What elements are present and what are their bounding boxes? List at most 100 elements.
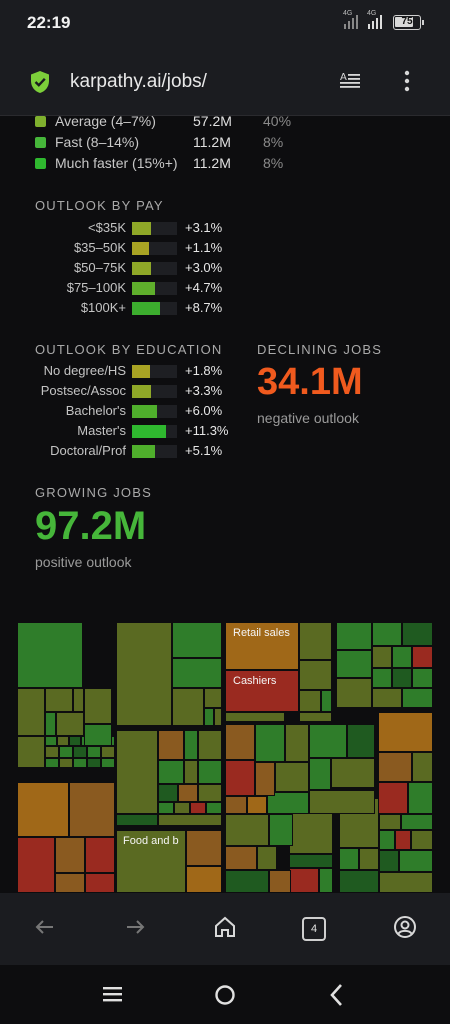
- treemap-cell[interactable]: [17, 736, 45, 768]
- treemap-cell[interactable]: [172, 658, 222, 688]
- treemap-cell[interactable]: [158, 802, 174, 814]
- treemap-cell[interactable]: [17, 688, 45, 736]
- treemap-cell[interactable]: [84, 688, 112, 724]
- treemap-cell[interactable]: [225, 760, 255, 796]
- back-chevron-icon[interactable]: [329, 983, 345, 1012]
- treemap-cell[interactable]: [116, 814, 158, 826]
- treemap-cell[interactable]: [392, 646, 412, 668]
- treemap-cell[interactable]: [17, 782, 69, 837]
- treemap-cell[interactable]: [186, 866, 222, 893]
- treemap-cell[interactable]: [85, 837, 115, 873]
- treemap-cell[interactable]: [158, 760, 184, 784]
- treemap-cell[interactable]: [225, 796, 247, 814]
- treemap-cell[interactable]: [184, 760, 198, 784]
- treemap-cell[interactable]: [45, 712, 56, 736]
- treemap-cell[interactable]: [299, 660, 332, 690]
- treemap-cell[interactable]: [158, 814, 222, 826]
- treemap-cell[interactable]: [73, 746, 87, 758]
- treemap-cell[interactable]: [59, 746, 73, 758]
- treemap-cell[interactable]: [45, 736, 57, 746]
- treemap-cell[interactable]: [198, 784, 222, 802]
- treemap-cell[interactable]: [399, 850, 433, 872]
- treemap-cell[interactable]: [395, 830, 411, 850]
- treemap-cell[interactable]: [299, 690, 321, 712]
- treemap-cell[interactable]: [57, 736, 69, 746]
- treemap-cell[interactable]: [269, 814, 293, 846]
- treemap-cell[interactable]: [204, 708, 214, 726]
- treemap-cell[interactable]: [347, 724, 375, 758]
- treemap-cell[interactable]: [225, 670, 299, 712]
- treemap-cell[interactable]: [372, 668, 392, 688]
- treemap-cell[interactable]: [401, 814, 433, 830]
- treemap-cell[interactable]: [73, 688, 84, 712]
- treemap-cell[interactable]: [289, 812, 333, 854]
- home-icon[interactable]: [213, 915, 237, 944]
- treemap-cell[interactable]: [225, 814, 269, 846]
- treemap-cell[interactable]: [378, 782, 408, 814]
- treemap-cell[interactable]: [225, 846, 257, 870]
- treemap-cell[interactable]: [45, 746, 59, 758]
- treemap-cell[interactable]: [204, 688, 222, 708]
- treemap-cell[interactable]: [214, 708, 222, 726]
- tab-count-button[interactable]: 4: [302, 917, 326, 941]
- treemap-cell[interactable]: [379, 830, 395, 850]
- treemap-cell[interactable]: [59, 758, 73, 768]
- treemap-cell[interactable]: [339, 848, 359, 870]
- treemap-cell[interactable]: [372, 622, 402, 646]
- treemap-cell[interactable]: [17, 622, 83, 688]
- treemap-cell[interactable]: [225, 724, 255, 760]
- treemap-cell[interactable]: [336, 678, 372, 708]
- treemap-cell[interactable]: [402, 622, 433, 646]
- treemap-cell[interactable]: [158, 784, 178, 802]
- treemap-cell[interactable]: [275, 762, 309, 792]
- treemap-cell[interactable]: [101, 758, 115, 768]
- treemap-cell[interactable]: [289, 854, 333, 868]
- treemap-cell[interactable]: [412, 752, 433, 782]
- treemap-cell[interactable]: [198, 730, 222, 760]
- treemap-cell[interactable]: [45, 758, 59, 768]
- treemap-cell[interactable]: [269, 870, 291, 893]
- treemap-cell[interactable]: [174, 802, 190, 814]
- treemap-cell[interactable]: [289, 868, 319, 893]
- treemap-cell[interactable]: [408, 782, 433, 814]
- treemap-cell[interactable]: [309, 724, 347, 758]
- treemap-cell[interactable]: [45, 688, 73, 712]
- recents-icon[interactable]: [103, 986, 123, 1007]
- treemap-cell[interactable]: [372, 688, 402, 708]
- treemap-cell[interactable]: [257, 846, 277, 870]
- treemap-cell[interactable]: [402, 688, 433, 708]
- treemap-cell[interactable]: [198, 760, 222, 784]
- treemap-cell[interactable]: [178, 784, 198, 802]
- treemap-cell[interactable]: [17, 837, 55, 893]
- address-bar[interactable]: karpathy.ai/jobs/: [70, 71, 207, 92]
- treemap-cell[interactable]: [172, 688, 204, 726]
- treemap-cell[interactable]: [392, 668, 412, 688]
- treemap-cell[interactable]: [186, 830, 222, 866]
- treemap-cell[interactable]: [206, 802, 222, 814]
- treemap-cell[interactable]: [331, 758, 375, 788]
- treemap-cell[interactable]: [101, 746, 115, 758]
- treemap-cell[interactable]: [247, 796, 267, 814]
- back-arrow-icon[interactable]: [33, 915, 57, 944]
- treemap-cell[interactable]: [158, 730, 184, 760]
- treemap-cell[interactable]: [412, 668, 433, 688]
- treemap-cell[interactable]: [319, 868, 333, 893]
- home-circle-icon[interactable]: [214, 984, 236, 1011]
- treemap-cell[interactable]: [321, 690, 332, 712]
- treemap-cell[interactable]: [378, 752, 412, 782]
- forward-arrow-icon[interactable]: [123, 915, 147, 944]
- treemap-cell[interactable]: [172, 622, 222, 658]
- treemap-cell[interactable]: [255, 724, 285, 762]
- treemap-cell[interactable]: [225, 712, 285, 722]
- jobs-treemap[interactable]: Retail sales Cashiers Food and b: [17, 622, 433, 893]
- treemap-cell[interactable]: [84, 724, 112, 746]
- treemap-cell[interactable]: [56, 712, 84, 736]
- treemap-cell[interactable]: [378, 712, 433, 752]
- treemap-cell[interactable]: [73, 758, 87, 768]
- treemap-cell[interactable]: [184, 730, 198, 760]
- treemap-cell[interactable]: [85, 873, 115, 893]
- treemap-cell[interactable]: [267, 792, 309, 814]
- treemap-cell[interactable]: [372, 646, 392, 668]
- treemap-cell[interactable]: [339, 870, 379, 893]
- treemap-cell[interactable]: [116, 622, 172, 726]
